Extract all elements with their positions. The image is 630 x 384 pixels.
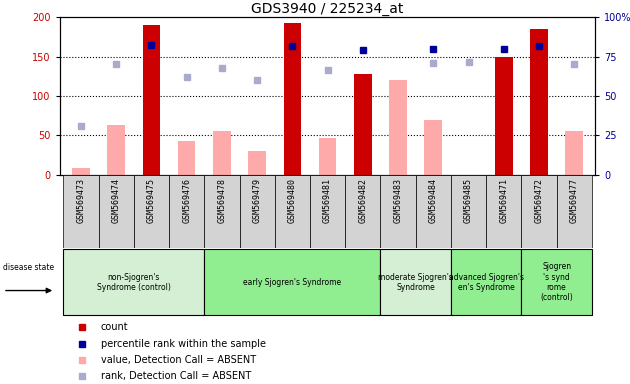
- Text: GSM569479: GSM569479: [253, 178, 261, 223]
- Bar: [565, 131, 583, 175]
- Bar: [107, 125, 125, 175]
- Bar: [72, 169, 90, 175]
- Text: percentile rank within the sample: percentile rank within the sample: [101, 339, 266, 349]
- Bar: [284, 23, 301, 175]
- Text: advanced Sjogren's
en's Syndrome: advanced Sjogren's en's Syndrome: [449, 273, 524, 292]
- Bar: [416, 175, 451, 248]
- Text: rank, Detection Call = ABSENT: rank, Detection Call = ABSENT: [101, 371, 251, 381]
- Text: GSM569474: GSM569474: [112, 178, 121, 223]
- Text: GSM569485: GSM569485: [464, 178, 473, 223]
- Bar: [522, 249, 592, 315]
- Bar: [134, 175, 169, 248]
- Bar: [486, 175, 522, 248]
- Bar: [345, 175, 381, 248]
- Text: GSM569478: GSM569478: [217, 178, 226, 223]
- Bar: [522, 175, 556, 248]
- Text: GSM569472: GSM569472: [534, 178, 544, 223]
- Text: early Sjogren's Syndrome: early Sjogren's Syndrome: [243, 278, 341, 287]
- Bar: [319, 138, 336, 175]
- Bar: [204, 249, 381, 315]
- Bar: [495, 57, 513, 175]
- Bar: [204, 175, 239, 248]
- Text: GSM569471: GSM569471: [499, 178, 508, 223]
- Title: GDS3940 / 225234_at: GDS3940 / 225234_at: [251, 2, 404, 16]
- Bar: [64, 175, 99, 248]
- Text: GSM569484: GSM569484: [429, 178, 438, 223]
- Text: GSM569481: GSM569481: [323, 178, 332, 223]
- Text: GSM569473: GSM569473: [76, 178, 86, 223]
- Bar: [556, 175, 592, 248]
- Bar: [275, 175, 310, 248]
- Text: count: count: [101, 322, 129, 332]
- Text: GSM569477: GSM569477: [570, 178, 579, 223]
- Text: Sjogren
's synd
rome
(control): Sjogren 's synd rome (control): [540, 262, 573, 302]
- Bar: [354, 74, 372, 175]
- Text: GSM569482: GSM569482: [358, 178, 367, 223]
- Bar: [248, 151, 266, 175]
- Bar: [381, 175, 416, 248]
- Text: moderate Sjogren's
Syndrome: moderate Sjogren's Syndrome: [378, 273, 453, 292]
- Text: GSM569480: GSM569480: [288, 178, 297, 223]
- Bar: [64, 249, 204, 315]
- Text: value, Detection Call = ABSENT: value, Detection Call = ABSENT: [101, 355, 256, 365]
- Bar: [310, 175, 345, 248]
- Bar: [213, 131, 231, 175]
- Bar: [142, 25, 160, 175]
- Bar: [381, 249, 451, 315]
- Text: GSM569476: GSM569476: [182, 178, 191, 223]
- Bar: [99, 175, 134, 248]
- Bar: [169, 175, 204, 248]
- Text: GSM569475: GSM569475: [147, 178, 156, 223]
- Text: GSM569483: GSM569483: [394, 178, 403, 223]
- Text: non-Sjogren's
Syndrome (control): non-Sjogren's Syndrome (control): [97, 273, 171, 292]
- Bar: [389, 80, 407, 175]
- Bar: [451, 175, 486, 248]
- Bar: [530, 29, 548, 175]
- Bar: [178, 141, 195, 175]
- Text: disease state: disease state: [3, 263, 54, 271]
- Bar: [451, 249, 522, 315]
- Bar: [239, 175, 275, 248]
- Bar: [425, 120, 442, 175]
